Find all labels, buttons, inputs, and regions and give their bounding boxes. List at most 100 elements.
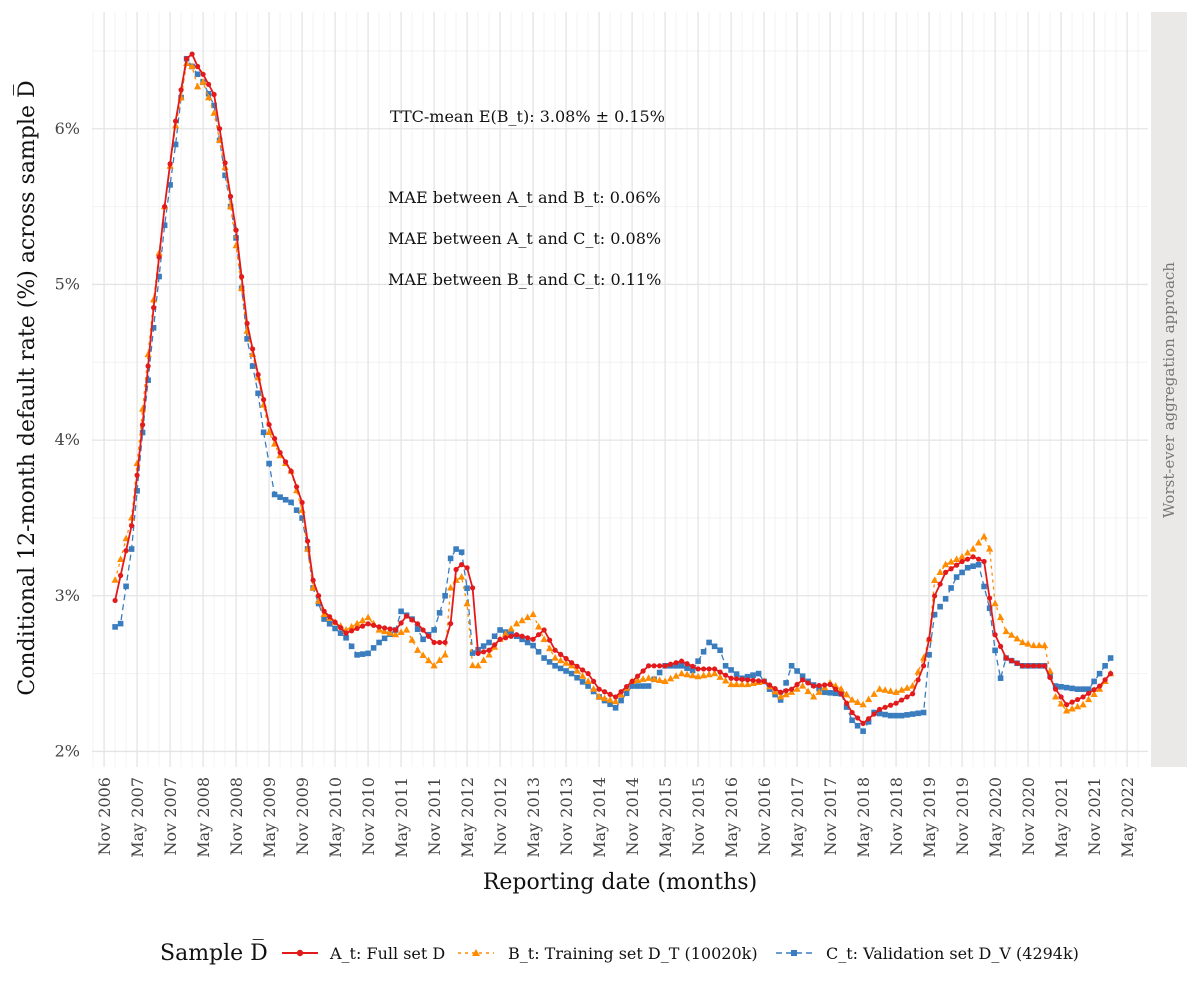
x-tick-label: Nov 2016 (755, 777, 774, 855)
data-point-b (1090, 690, 1098, 697)
data-point-c (282, 496, 289, 503)
data-point-a (448, 620, 454, 627)
data-point-c (414, 626, 421, 633)
data-point-b (513, 619, 521, 627)
data-point-b (661, 677, 669, 684)
data-point-c (898, 712, 905, 719)
data-point-b (837, 685, 845, 692)
data-point-c (431, 627, 437, 633)
data-point-c (612, 705, 619, 711)
data-point-c (552, 662, 558, 669)
data-point-a (376, 624, 382, 630)
annotation-mae-a-c: MAE between A_t and C_t: 0.08% (388, 229, 661, 248)
data-point-a (690, 663, 696, 669)
data-point-a (387, 626, 393, 632)
data-point-c (981, 583, 987, 590)
data-point-a (244, 320, 250, 326)
data-point-c (370, 645, 377, 651)
data-point-a (943, 569, 949, 575)
data-point-b (436, 656, 444, 663)
data-point-b (947, 558, 955, 565)
data-point-b (683, 670, 691, 678)
data-point-b (265, 428, 273, 435)
x-tick-label: May 2021 (1052, 777, 1071, 858)
data-point-b (397, 628, 405, 635)
data-point-a (871, 711, 877, 717)
data-point-c (354, 652, 360, 658)
data-point-b (441, 650, 449, 658)
data-point-b (678, 669, 686, 677)
data-point-b (881, 686, 889, 693)
data-point-a (431, 639, 437, 646)
data-point-a (838, 691, 844, 697)
data-point-b (111, 576, 119, 583)
data-point-a (1069, 699, 1075, 705)
data-point-a (1080, 694, 1086, 700)
data-point-b (348, 622, 356, 630)
data-point-a (580, 667, 586, 673)
data-point-c (992, 647, 998, 654)
data-point-b (975, 538, 983, 546)
data-point-b (1002, 627, 1010, 635)
data-point-a (134, 472, 140, 478)
data-point-b (991, 599, 999, 607)
data-point-b (931, 576, 939, 584)
data-point-a (486, 647, 492, 653)
data-point-a (222, 160, 228, 166)
data-point-b (403, 626, 411, 633)
annotation-mae-b-c: MAE between B_t and C_t: 0.11% (388, 270, 661, 289)
series-layer (111, 51, 1115, 734)
data-point-c (865, 719, 872, 725)
data-point-a (272, 435, 278, 442)
legend-item-b: B_t: Training set D_T (10020k) (458, 944, 758, 963)
data-point-a (640, 668, 646, 674)
data-point-a (112, 597, 118, 604)
data-point-c (799, 673, 806, 679)
data-point-c (1052, 683, 1059, 689)
data-point-a (959, 558, 965, 565)
data-point-b (601, 694, 609, 702)
x-tick-label: Nov 2017 (821, 777, 840, 855)
data-point-a (316, 593, 322, 599)
data-point-b (793, 685, 801, 692)
data-point-a (420, 627, 426, 633)
data-point-a (1108, 670, 1114, 677)
data-point-a (833, 686, 839, 692)
data-point-b (359, 616, 367, 624)
data-point-a (453, 566, 459, 573)
data-point-a (618, 689, 624, 695)
data-point-c (299, 515, 305, 521)
data-point-a (497, 636, 503, 642)
data-point-c (915, 710, 921, 717)
data-point-a (800, 677, 806, 683)
data-point-c (909, 711, 916, 717)
data-point-a (987, 595, 993, 601)
data-point-c (887, 712, 894, 719)
data-point-a (140, 422, 146, 428)
data-point-c (854, 722, 861, 729)
data-point-b (997, 613, 1005, 621)
data-point-c (271, 491, 278, 498)
data-point-c (359, 651, 366, 657)
data-point-a (563, 655, 569, 662)
data-point-a (156, 254, 162, 260)
data-point-c (128, 546, 135, 552)
data-point-a (239, 274, 245, 280)
data-point-b (969, 545, 977, 552)
data-point-c (277, 494, 283, 500)
data-point-a (541, 627, 547, 633)
data-point-a (761, 678, 767, 684)
data-point-a (211, 91, 217, 98)
data-point-c (755, 670, 762, 677)
data-point-b (425, 656, 433, 664)
data-point-a (310, 577, 316, 583)
data-point-a (948, 566, 954, 572)
data-point-c (557, 665, 564, 672)
data-point-b (738, 680, 746, 688)
data-point-c (843, 704, 850, 710)
data-point-c (1074, 686, 1081, 692)
data-point-a (321, 608, 327, 614)
data-point-b (447, 583, 455, 591)
data-point-a (1009, 658, 1015, 664)
